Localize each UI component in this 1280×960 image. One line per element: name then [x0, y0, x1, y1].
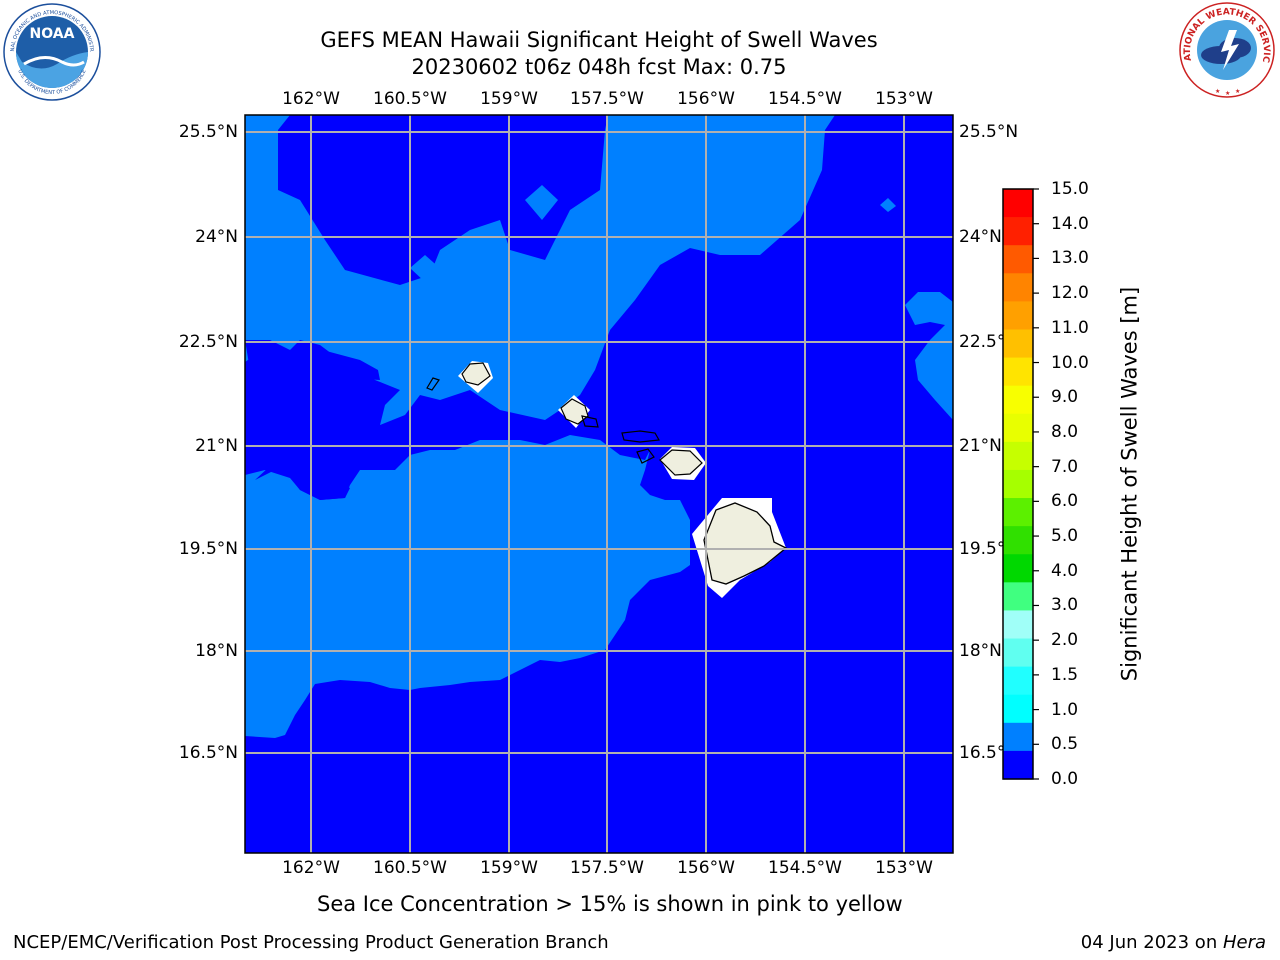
- colorbar-band: [1003, 385, 1033, 415]
- colorbar-tick-label: 0.5: [1051, 734, 1079, 755]
- lon-label-top: 162°W: [282, 89, 340, 109]
- footer-date: 04 Jun 2023 on Hera: [1080, 932, 1266, 953]
- footer-branch: NCEP/EMC/Verification Post Processing Pr…: [13, 932, 609, 953]
- lat-label-right: 19.5°N: [959, 539, 1003, 559]
- lat-label-left: 25.5°N: [178, 122, 238, 142]
- map-frame: [244, 114, 954, 854]
- colorbar-band: [1003, 441, 1033, 471]
- map-gridlines: [245, 115, 953, 853]
- colorbar-tick-label: 0.0: [1051, 769, 1079, 789]
- colorbar-tick-label: 6.0: [1051, 491, 1079, 512]
- lon-label-bottom: 153°W: [875, 858, 933, 878]
- svg-text:★: ★: [1225, 90, 1230, 97]
- colorbar-tick-label: 13.0: [1051, 248, 1089, 269]
- colorbar-band: [1003, 722, 1033, 752]
- lon-label-bottom: 162°W: [282, 858, 340, 878]
- lat-label-left: 21°N: [195, 436, 238, 456]
- colorbar-band: [1003, 694, 1033, 724]
- lon-label-bottom: 154.5°W: [768, 858, 842, 878]
- colorbar-band: [1003, 666, 1033, 696]
- lat-label-right: 22.5°N: [959, 332, 1003, 352]
- colorbar-tick-label: 2.0: [1051, 630, 1079, 651]
- ocean-mid-field: [245, 115, 835, 738]
- svg-text:★: ★: [1215, 88, 1220, 95]
- chart-subtitle: 20230602 t06z 048h fcst Max: 0.75: [411, 55, 787, 79]
- ocean-mid-patch: [905, 292, 953, 420]
- colorbar-band: [1003, 610, 1033, 640]
- colorbar-tick-label: 15.0: [1051, 179, 1089, 199]
- colorbar-band: [1003, 273, 1033, 302]
- colorbar-band: [1003, 554, 1033, 583]
- ocean-mid-patch: [410, 255, 442, 282]
- colorbar-tick-label: 7.0: [1051, 456, 1079, 477]
- lat-label-left: 22.5°N: [178, 332, 238, 352]
- ocean-low-field: [245, 115, 953, 853]
- colorbar-band: [1003, 217, 1033, 246]
- ocean-mid-patch: [880, 198, 896, 212]
- ocean-mid-patch: [525, 185, 558, 220]
- colorbar-band: [1003, 329, 1033, 359]
- colorbar: [1003, 188, 1039, 780]
- colorbar-band: [1003, 301, 1033, 331]
- lat-label-right: 21°N: [959, 436, 1002, 456]
- lat-label-right: 25.5°N: [959, 122, 1019, 142]
- islands: [426, 361, 788, 598]
- colorbar-band: [1003, 469, 1033, 499]
- ocean-low-patch: [255, 466, 350, 500]
- nws-logo: NATIONAL WEATHER SERVICE ★ ★ ★: [1177, 0, 1277, 100]
- colorbar-band: [1003, 638, 1033, 668]
- colorbar-tick-label: 3.0: [1051, 595, 1079, 616]
- noaa-logo-text: NOAA: [30, 26, 75, 42]
- colorbar-tick-label: 14.0: [1051, 213, 1089, 234]
- lat-label-right: 24°N: [959, 227, 1002, 247]
- colorbar-label-box: Significant Height of Swell Waves [m]: [1104, 189, 1156, 779]
- colorbar-band: [1003, 582, 1033, 612]
- colorbar-band: [1003, 750, 1033, 780]
- lat-label-right: 18°N: [959, 641, 1002, 661]
- colorbar-tick-label: 5.0: [1051, 526, 1079, 547]
- colorbar-tick-label: 12.0: [1051, 283, 1089, 304]
- chart-title: GEFS MEAN Hawaii Significant Height of S…: [320, 28, 878, 52]
- svg-text:★: ★: [1235, 88, 1240, 95]
- colorbar-tick-label: 9.0: [1051, 387, 1079, 408]
- lon-label-bottom: 159°W: [480, 858, 538, 878]
- lat-label-left: 19.5°N: [178, 539, 238, 559]
- lon-label-bottom: 157.5°W: [570, 858, 644, 878]
- colorbar-band: [1003, 189, 1033, 218]
- lon-label-top: 160.5°W: [373, 89, 447, 109]
- colorbar-band: [1003, 413, 1033, 443]
- lon-label-top: 154.5°W: [768, 89, 842, 109]
- colorbar-tick-label: 1.5: [1051, 664, 1079, 685]
- colorbar-band: [1003, 357, 1033, 387]
- lat-label-left: 24°N: [195, 227, 238, 247]
- lon-label-top: 157.5°W: [570, 89, 644, 109]
- colorbar-tick-label: 1.0: [1051, 699, 1079, 720]
- lat-label-left: 16.5°N: [178, 743, 238, 763]
- lon-label-top: 156°W: [677, 89, 735, 109]
- noaa-logo: NOAA NATIONAL OCEANIC AND ATMOSPHERIC AD…: [2, 2, 102, 102]
- colorbar-band: [1003, 498, 1033, 527]
- lon-label-top: 153°W: [875, 89, 933, 109]
- lon-label-top: 159°W: [480, 89, 538, 109]
- sea-ice-caption: Sea Ice Concentration > 15% is shown in …: [317, 892, 903, 916]
- colorbar-tick-label: 10.0: [1051, 352, 1089, 373]
- colorbar-tick-label: 8.0: [1051, 421, 1079, 442]
- colorbar-tick-label: 11.0: [1051, 317, 1089, 338]
- lon-label-bottom: 156°W: [677, 858, 735, 878]
- colorbar-label: Significant Height of Swell Waves [m]: [1117, 286, 1142, 682]
- lat-label-right: 16.5°N: [959, 743, 1003, 763]
- lat-label-left: 18°N: [195, 641, 238, 661]
- colorbar-tick-label: 4.0: [1051, 560, 1079, 581]
- lon-label-bottom: 160.5°W: [373, 858, 447, 878]
- footer-host: Hera: [1222, 932, 1266, 953]
- colorbar-band: [1003, 526, 1033, 555]
- colorbar-band: [1003, 245, 1033, 274]
- ocean-low-patch: [245, 340, 380, 380]
